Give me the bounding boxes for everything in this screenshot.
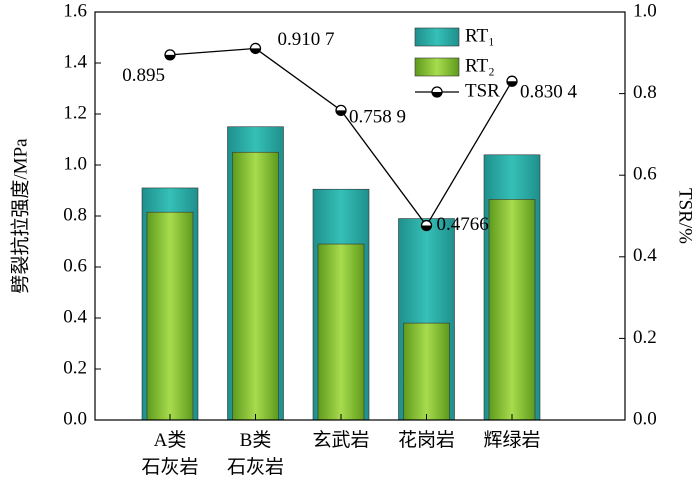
y-tick-label: 1.6: [63, 0, 87, 21]
data-label: 0.830 4: [520, 82, 578, 103]
y-tick-label: 0.6: [63, 255, 87, 276]
y-tick-label: 0.0: [63, 408, 87, 429]
y-tick-label: 1.2: [63, 102, 87, 123]
legend-swatch: [414, 27, 460, 47]
y2-tick-label: 0.8: [633, 82, 657, 103]
bar: [146, 211, 194, 421]
x-tick-label-line: 石灰岩: [227, 456, 284, 478]
x-tick-label-line: 辉绿岩: [483, 429, 540, 451]
x-tick-label: 辉绿岩: [483, 429, 540, 451]
y-tick-label: 1.4: [63, 51, 87, 72]
x-tick-label: A类石灰岩: [141, 429, 198, 478]
x-tick-label: 玄武岩: [312, 429, 369, 451]
bar: [488, 199, 536, 421]
y-tick-label: 1.0: [63, 153, 87, 174]
point-half: [421, 225, 432, 231]
legend-label: RT₁: [465, 25, 495, 46]
x-tick-label-line: 石灰岩: [141, 456, 198, 478]
data-label: 0.4766: [437, 214, 489, 235]
x-tick-label: 花岗岩: [398, 429, 455, 451]
data-label: 0.758 9: [349, 107, 406, 128]
point-half: [250, 48, 261, 54]
data-label: 0.895: [122, 65, 165, 86]
y2-axis-label: TSR/%: [675, 188, 696, 244]
y-tick-label: 0.2: [63, 357, 87, 378]
y2-tick-label: 1.0: [633, 0, 657, 21]
point-half: [336, 110, 346, 116]
legend-swatch: [414, 57, 460, 77]
x-tick-label: B类石灰岩: [227, 429, 284, 478]
x-tick-label-line: 玄武岩: [312, 429, 369, 451]
y2-tick-label: 0.6: [633, 164, 657, 185]
bar: [403, 322, 450, 421]
y2-tick-label: 0.2: [633, 327, 657, 348]
x-tick-label-line: B类: [240, 429, 272, 451]
point-half: [507, 81, 517, 87]
legend-label: RT₂: [465, 55, 495, 76]
x-tick-label-line: 花岗岩: [398, 429, 455, 451]
data-label: 0.910 7: [278, 29, 335, 50]
x-tick-label-line: A类: [154, 429, 187, 451]
bar: [317, 243, 365, 421]
point-half: [165, 54, 175, 60]
bar: [232, 151, 279, 421]
y-tick-label: 0.8: [63, 204, 87, 225]
legend-label: TSR: [465, 80, 500, 101]
legend-point-half: [432, 92, 442, 97]
y2-tick-label: 0.4: [633, 245, 657, 266]
y-tick-label: 0.4: [63, 306, 87, 327]
y2-tick-label: 0.0: [633, 408, 657, 429]
y-axis-label: 劈裂抗拉强度/MPa: [9, 138, 31, 294]
